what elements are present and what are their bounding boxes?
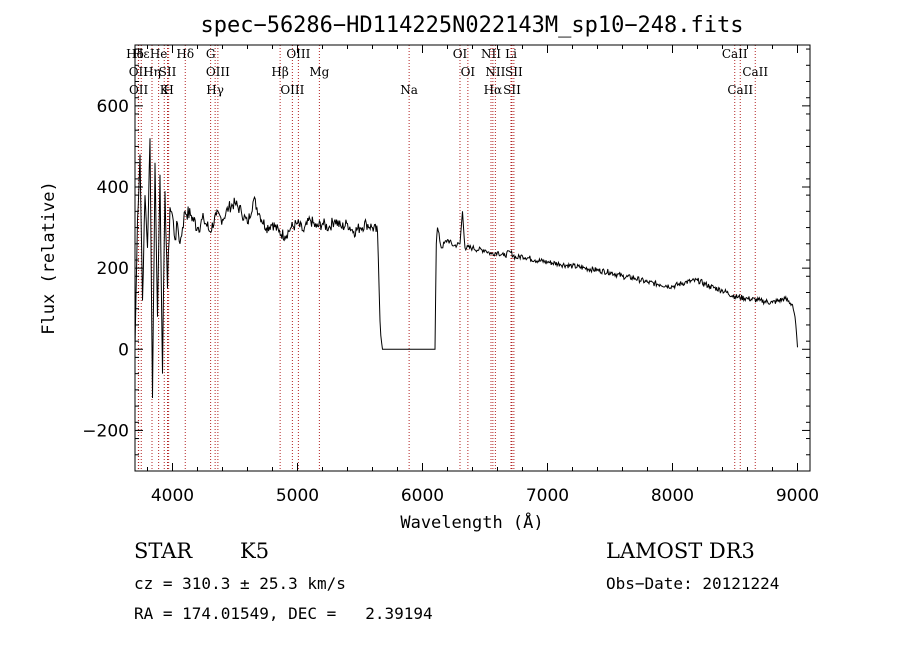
line-marker-label: OII bbox=[129, 65, 149, 79]
line-marker-label: Hβ bbox=[271, 65, 288, 79]
x-tick-label: 9000 bbox=[776, 486, 819, 506]
line-marker-label: NII bbox=[485, 65, 505, 79]
redshift-cz: cz = 310.3 ± 25.3 km/s bbox=[134, 574, 346, 593]
y-tick-label: 200 bbox=[97, 259, 129, 279]
line-marker-label: SII bbox=[505, 65, 523, 79]
line-marker-label: Mg bbox=[309, 65, 329, 79]
y-tick-label: −200 bbox=[82, 421, 129, 441]
line-marker-label: Na bbox=[400, 83, 418, 97]
line-marker-label: SII bbox=[503, 83, 521, 97]
line-marker-label: He bbox=[150, 47, 168, 61]
y-tick-label: 400 bbox=[97, 178, 129, 198]
x-tick-label: 6000 bbox=[401, 486, 444, 506]
spectrum-line bbox=[134, 138, 798, 399]
line-marker-label: CaII bbox=[727, 83, 753, 97]
line-marker-label: OIII bbox=[206, 65, 230, 79]
y-tick-label: 0 bbox=[118, 340, 129, 360]
line-marker-label: Hη bbox=[143, 65, 161, 79]
obs-date: Obs−Date: 20121224 bbox=[606, 574, 779, 593]
y-axis-ticks: −200 0 200 400 600 bbox=[82, 48, 810, 472]
y-axis-label: Flux (relative) bbox=[39, 181, 59, 335]
coordinates: RA = 174.01549, DEC = 2.39194 bbox=[134, 604, 433, 623]
line-marker-label: OII bbox=[129, 83, 149, 97]
line-marker-label: Li bbox=[505, 47, 517, 61]
x-tick-label: 5000 bbox=[276, 486, 319, 506]
line-marker-label: CaII bbox=[742, 65, 768, 79]
line-marker-label: Hδ bbox=[176, 47, 194, 61]
line-marker-label: CaII bbox=[722, 47, 748, 61]
line-marker-label: Hα bbox=[484, 83, 503, 97]
line-marker-labels: HδOIIOIIHεHηKHeSIIHHδOIIIHγGHβOIIIOIIIMg… bbox=[126, 47, 768, 97]
line-marker-label: OI bbox=[453, 47, 468, 61]
line-marker-label: OI bbox=[461, 65, 476, 79]
x-axis-ticks: 4000 5000 6000 7000 8000 9000 bbox=[147, 45, 819, 506]
line-marker-label: G bbox=[206, 47, 216, 61]
subclass: K5 bbox=[240, 539, 269, 563]
line-marker-label: OIII bbox=[286, 47, 310, 61]
line-marker-label: Hγ bbox=[206, 83, 224, 97]
line-marker-label: SII bbox=[159, 65, 177, 79]
x-tick-label: 4000 bbox=[151, 486, 194, 506]
chart-title: spec−56286−HD114225N022143M_sp10−248.fit… bbox=[200, 13, 743, 38]
line-marker-label: Hε bbox=[133, 47, 150, 61]
object-class: STAR bbox=[134, 539, 193, 563]
y-tick-label: 600 bbox=[97, 97, 129, 117]
line-markers bbox=[134, 45, 756, 471]
x-axis-label: Wavelength (Å) bbox=[400, 511, 543, 533]
x-tick-label: 8000 bbox=[651, 486, 694, 506]
line-marker-label: K bbox=[160, 83, 170, 97]
x-tick-label: 7000 bbox=[526, 486, 569, 506]
line-marker-label: H bbox=[163, 83, 173, 97]
line-marker-label: NII bbox=[481, 47, 501, 61]
survey-name: LAMOST DR3 bbox=[606, 539, 755, 563]
plot-frame bbox=[134, 44, 811, 472]
line-marker-label: OIII bbox=[280, 83, 304, 97]
